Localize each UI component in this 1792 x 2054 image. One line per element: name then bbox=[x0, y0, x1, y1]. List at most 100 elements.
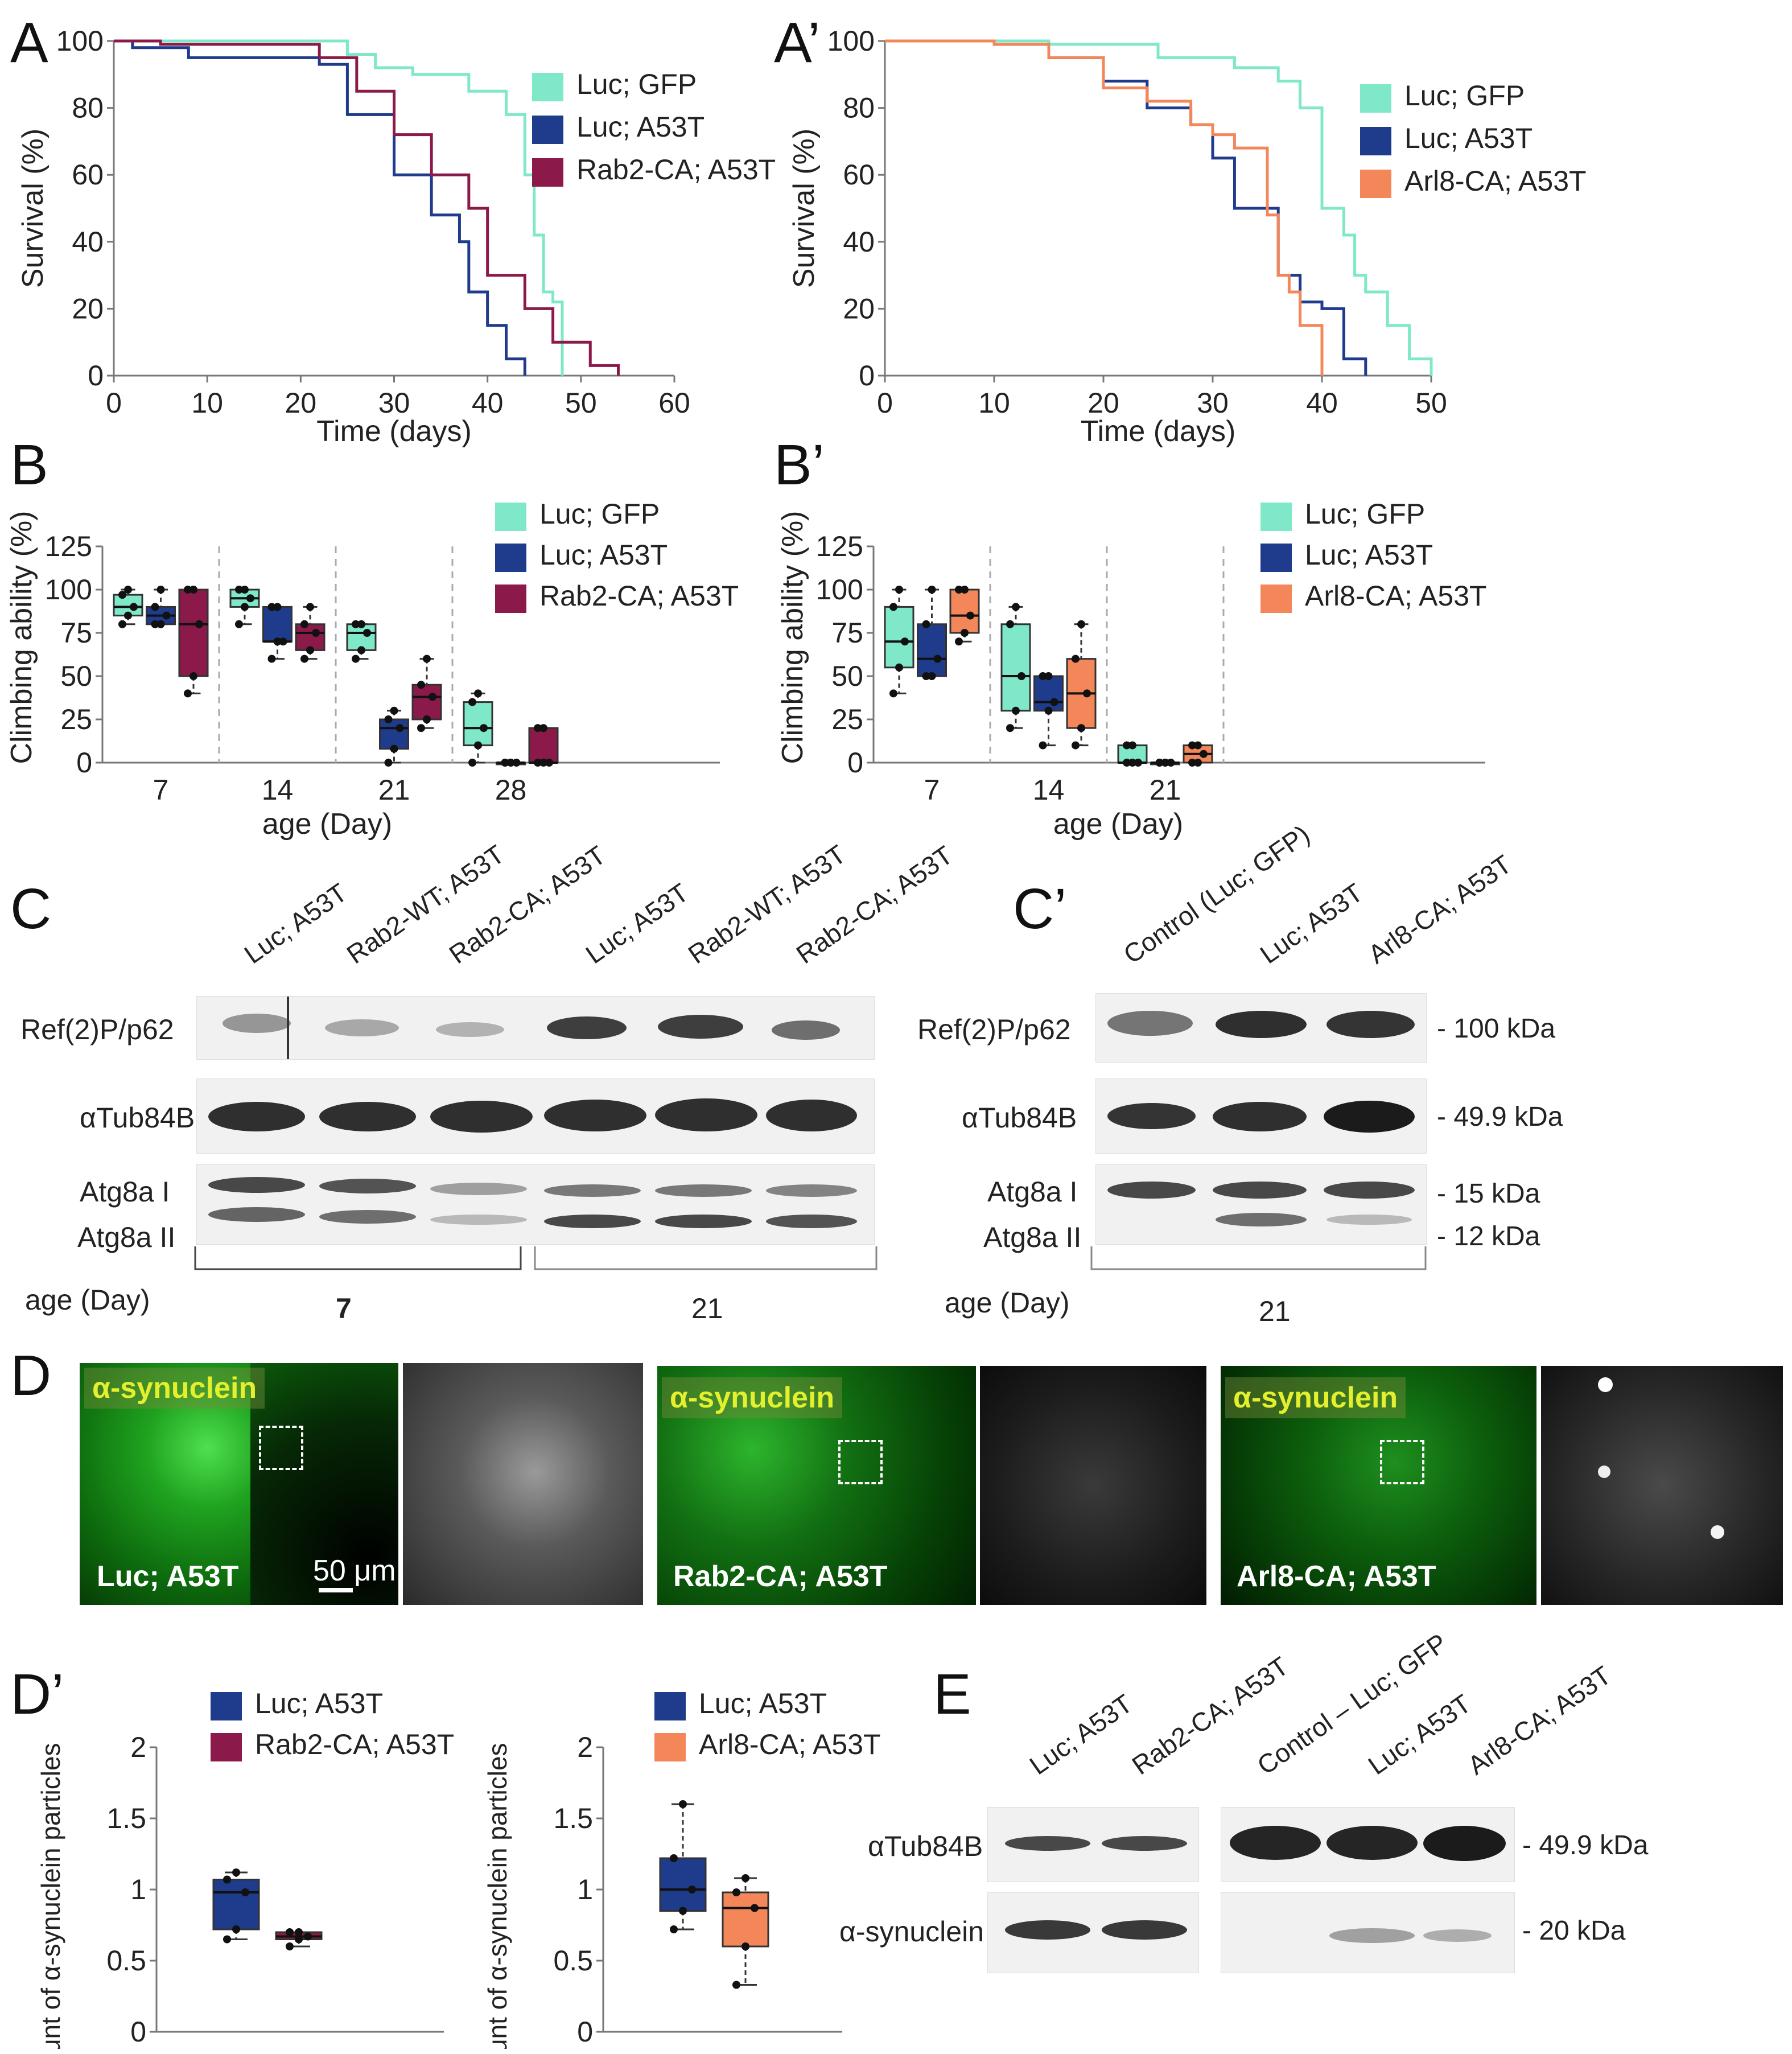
x-tick-label: 20 bbox=[1087, 387, 1119, 419]
box-0-1-point bbox=[241, 586, 249, 594]
box-1-0-point bbox=[162, 611, 171, 620]
y-tick-label: 80 bbox=[843, 92, 875, 124]
synuclein-particles-chart-arl8: 0 0.5 1 1.5 2 amount of α-synuclein particles… bbox=[483, 1687, 881, 2049]
y-tick-label: 0 bbox=[88, 360, 104, 392]
box-1-3-point bbox=[501, 759, 509, 767]
lane-label: Arl8-CA; A53T bbox=[1462, 1660, 1617, 1781]
blot-strip-p62 bbox=[1095, 993, 1427, 1063]
box-2-0-box bbox=[949, 588, 980, 634]
y-tick-label: 100 bbox=[45, 574, 92, 606]
genotype-label: Luc; A53T bbox=[97, 1560, 239, 1593]
legend-label: Luc; GFP bbox=[576, 68, 697, 100]
legend-swatch bbox=[532, 116, 563, 144]
legend-label: Luc; A53T bbox=[1305, 539, 1433, 571]
box-0-box bbox=[659, 1857, 707, 1912]
x-tick-label: 14 bbox=[262, 774, 294, 806]
box-0-0-point bbox=[118, 591, 126, 599]
box-1-1-point bbox=[273, 637, 282, 646]
y-tick-label: 1 bbox=[130, 1874, 146, 1905]
box-2-2-point bbox=[417, 681, 425, 689]
box-1-1-point bbox=[1039, 741, 1047, 750]
lane-label: Luc; A53T bbox=[1254, 877, 1369, 970]
box-1-0-point bbox=[928, 586, 936, 594]
blot-row-label: Atg8a II bbox=[77, 1221, 176, 1253]
box-0-1-point bbox=[1017, 672, 1025, 680]
box-0-1-box bbox=[1000, 623, 1031, 712]
box-0-3-point bbox=[474, 689, 482, 698]
box-0-0-point bbox=[895, 663, 903, 672]
y-tick-label: 1.5 bbox=[106, 1802, 146, 1834]
blot-row-label: α-synuclein bbox=[839, 1916, 984, 1948]
y-tick-label: 80 bbox=[72, 92, 104, 124]
blot-strip-tubulin bbox=[987, 1807, 1199, 1882]
legend-label: Arl8-CA; A53T bbox=[699, 1728, 881, 1760]
box-0-3-point bbox=[474, 741, 482, 750]
box-1-0-point bbox=[928, 672, 936, 680]
survival-chart-rab2: 0 10 20 30 40 50 60 0 20 40 60 80 100 Time (days) Surv… bbox=[17, 25, 776, 448]
box-0-point bbox=[232, 1925, 240, 1933]
box-2-3-box bbox=[528, 727, 559, 764]
box-0-1-point bbox=[1006, 620, 1014, 628]
marker-49kda: - 49.9 kDa bbox=[1437, 1102, 1563, 1132]
blot-row-label: αTub84B bbox=[868, 1830, 983, 1862]
box-2-2-point bbox=[417, 724, 425, 732]
box-0-2-point bbox=[1134, 759, 1142, 767]
box-0-1-point bbox=[1012, 706, 1020, 715]
lane-label: Luc; A53T bbox=[238, 877, 353, 970]
box-0-3-point bbox=[468, 759, 476, 767]
panel-letter-d: D bbox=[10, 1344, 52, 1407]
box-1-1-point bbox=[267, 603, 276, 611]
box-0-2-point bbox=[1128, 759, 1136, 767]
box-2-3-point bbox=[539, 724, 547, 732]
box-0-point bbox=[223, 1875, 231, 1884]
box-0-1-point bbox=[1012, 603, 1020, 611]
box-0-0-point bbox=[895, 586, 903, 594]
box-2-3-point bbox=[534, 724, 542, 732]
box-2-2-point bbox=[1188, 759, 1196, 767]
panel-letter-a: A bbox=[10, 11, 48, 75]
box-1-1-point bbox=[267, 655, 276, 663]
box-1-point bbox=[304, 1932, 312, 1941]
y-tick-label: 0 bbox=[847, 747, 863, 779]
x-tick-label: 7 bbox=[924, 774, 940, 806]
box-0-point bbox=[670, 1925, 678, 1933]
box-0-point bbox=[688, 1886, 696, 1894]
box-2-2-point bbox=[423, 655, 431, 663]
legend-swatch bbox=[1360, 84, 1391, 113]
scale-bar-label: 50 μm bbox=[313, 1554, 396, 1587]
y-tick-label: 1 bbox=[577, 1874, 593, 1905]
box-0-1-point bbox=[1006, 724, 1014, 732]
box-1-point bbox=[741, 1874, 749, 1882]
box-2-0-point bbox=[190, 586, 197, 594]
box-1-2-point bbox=[1155, 759, 1164, 767]
lane-label: Arl8-CA; A53T bbox=[1362, 849, 1517, 970]
box-1-0-point bbox=[933, 655, 942, 663]
climbing-chart-rab2: 0 25 50 75 100 125 7 14 21 28 age (Day) Climbing ab… bbox=[5, 498, 739, 841]
box-0-0-point bbox=[889, 689, 897, 698]
blot-row-label: Atg8a II bbox=[983, 1221, 1082, 1253]
legend-label: Luc; A53T bbox=[1404, 122, 1533, 154]
box-1-2-point bbox=[390, 744, 398, 753]
box-2-0-point bbox=[184, 689, 192, 698]
box-0-0-point bbox=[130, 603, 138, 611]
legend-label: Luc; GFP bbox=[1404, 80, 1525, 112]
confocal-zoom-arl8 bbox=[1541, 1366, 1783, 1605]
box-0-0-point bbox=[901, 637, 909, 646]
box-1-2-point bbox=[384, 715, 393, 723]
y-tick-label: 0 bbox=[130, 2016, 146, 2048]
box-1-point bbox=[286, 1942, 294, 1950]
blot-row-label: Atg8a I bbox=[987, 1176, 1078, 1208]
y-tick-label: 50 bbox=[831, 660, 863, 692]
legend-swatch bbox=[1260, 584, 1292, 613]
age-group-21: 21 bbox=[691, 1293, 723, 1324]
box-2-2-point bbox=[429, 693, 436, 701]
legend-label: Arl8-CA; A53T bbox=[1404, 165, 1587, 197]
age-bracket bbox=[1090, 1246, 1427, 1270]
box-0-point bbox=[670, 1854, 678, 1862]
y-axis-title: Survival (%) bbox=[17, 129, 50, 288]
box-2-2-box bbox=[411, 684, 442, 721]
box-2-2-point bbox=[1194, 759, 1202, 767]
box-2-3-point bbox=[534, 759, 542, 767]
x-tick-label: 60 bbox=[658, 387, 690, 419]
lane-label: Luc; A53T bbox=[580, 877, 694, 970]
